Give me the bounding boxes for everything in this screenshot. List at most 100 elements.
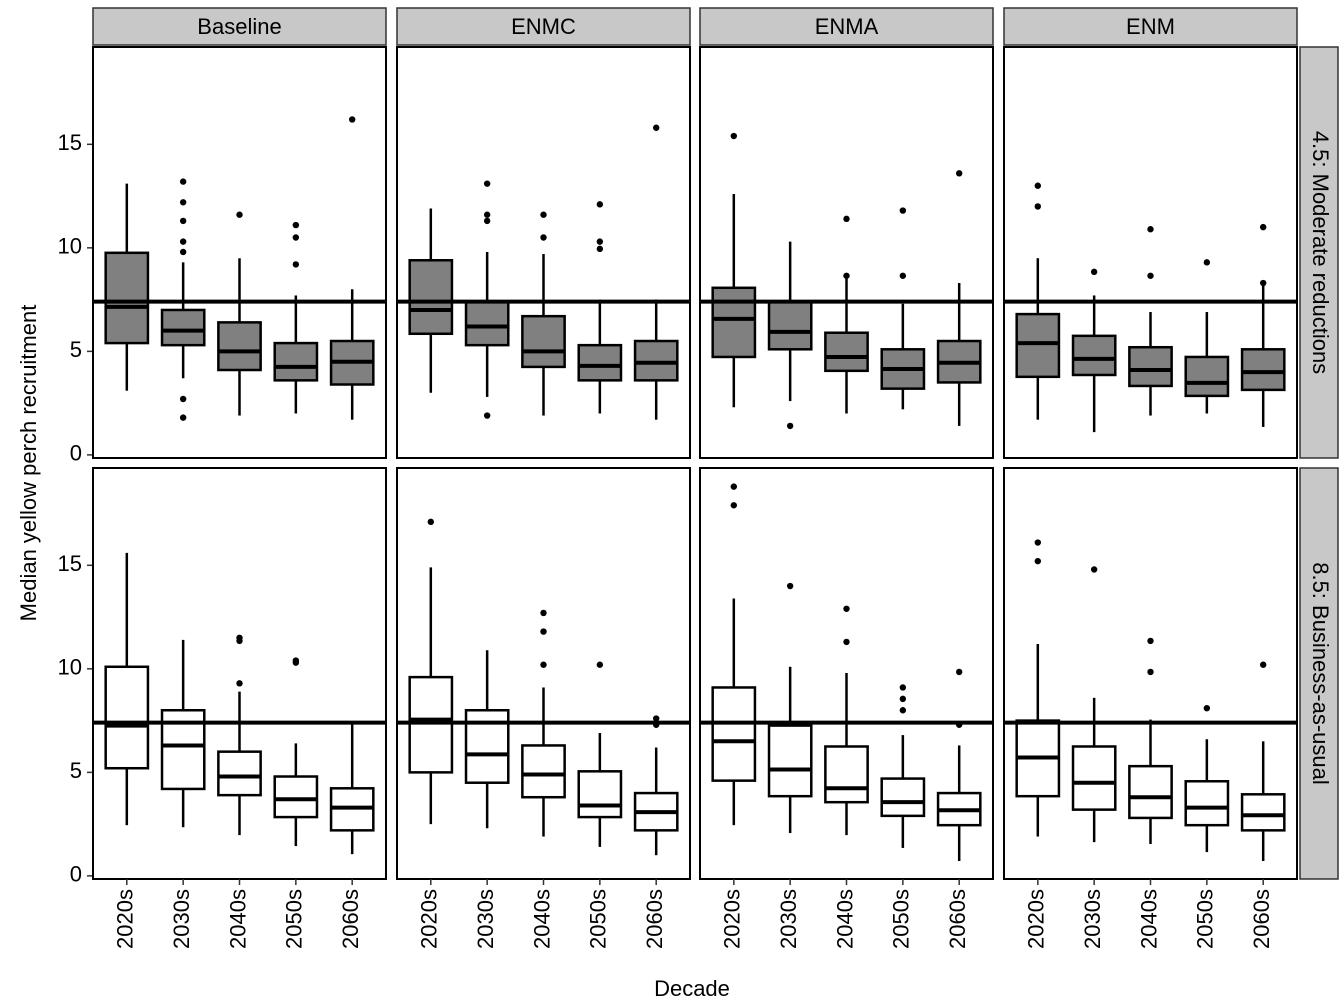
- box: [160, 308, 206, 347]
- outlier: [730, 502, 738, 509]
- box: [711, 686, 757, 782]
- box: [217, 750, 262, 797]
- box: [1240, 348, 1286, 392]
- outlier: [236, 211, 243, 218]
- outlier: [179, 248, 187, 256]
- panel-border: [396, 46, 691, 459]
- box: [577, 343, 623, 382]
- strip-label: ENMC: [511, 14, 576, 39]
- box: [1184, 355, 1230, 398]
- outlier: [899, 684, 907, 691]
- outlier: [540, 234, 547, 241]
- x-tick-label: 2040s: [529, 889, 554, 949]
- outlier: [899, 695, 907, 703]
- outlier: [179, 414, 187, 421]
- box: [767, 300, 813, 351]
- strip: [1299, 46, 1339, 459]
- outlier: [1090, 566, 1098, 573]
- outlier: [427, 518, 435, 526]
- x-tick-label: 2040s: [832, 889, 857, 949]
- outlier: [843, 638, 850, 646]
- box: [273, 775, 319, 819]
- outlier: [1147, 226, 1154, 233]
- outlier: [483, 180, 491, 187]
- x-tick-label: 2030s: [776, 889, 801, 949]
- outlier: [730, 132, 738, 140]
- box: [1184, 780, 1230, 827]
- box: [880, 777, 926, 818]
- y-tick-label: 0: [70, 441, 82, 466]
- strip: [1299, 467, 1339, 880]
- box: [521, 744, 566, 799]
- box: [1071, 334, 1117, 377]
- outlier: [348, 116, 356, 123]
- x-tick-label: 2050s: [586, 889, 611, 949]
- box: [1015, 312, 1061, 379]
- strip: [92, 7, 387, 46]
- outlier: [1203, 704, 1211, 712]
- box: [521, 314, 566, 369]
- outlier: [1034, 203, 1042, 210]
- outlier: [483, 412, 491, 419]
- box: [633, 339, 679, 382]
- box: [824, 745, 869, 804]
- strip-label: ENMA: [815, 14, 879, 39]
- strip-label: ENM: [1126, 14, 1175, 39]
- outlier: [730, 483, 738, 490]
- outlier: [292, 234, 300, 241]
- strip-label: 4.5: Moderate reductions: [1308, 131, 1333, 374]
- strip-label: 8.5: Business-as-usual: [1308, 562, 1333, 785]
- y-tick-label: 10: [58, 234, 82, 259]
- y-tick-label: 15: [58, 551, 82, 576]
- y-tick-label: 15: [58, 130, 82, 155]
- y-axis-title: Median yellow perch recruitment: [16, 305, 41, 622]
- box: [464, 300, 510, 347]
- outlier: [540, 211, 547, 218]
- outlier: [540, 628, 547, 635]
- x-axis-title: Decade: [654, 976, 730, 1001]
- box: [273, 341, 319, 382]
- x-tick-label: 2050s: [1193, 889, 1218, 949]
- x-tick-label: 2030s: [473, 889, 498, 949]
- box: [408, 675, 454, 774]
- y-tick-label: 5: [70, 337, 82, 362]
- outlier: [843, 272, 850, 279]
- y-tick-label: 0: [70, 862, 82, 887]
- x-tick-label: 2020s: [720, 889, 745, 949]
- panel-border: [1003, 46, 1298, 459]
- outlier: [843, 215, 850, 223]
- outlier: [596, 238, 604, 245]
- outlier: [899, 272, 907, 279]
- box: [1240, 793, 1286, 832]
- y-tick-label: 10: [58, 655, 82, 680]
- strip: [396, 7, 691, 46]
- outlier: [483, 217, 491, 225]
- x-tick-label: 2030s: [1080, 889, 1105, 949]
- x-tick-label: 2060s: [642, 889, 667, 949]
- outlier: [179, 199, 187, 206]
- outlier: [955, 170, 963, 177]
- box: [104, 251, 150, 345]
- outlier: [1259, 223, 1267, 231]
- outlier: [1259, 279, 1267, 287]
- outlier: [540, 661, 547, 668]
- x-tick-label: 2050s: [889, 889, 914, 949]
- outlier: [652, 715, 660, 722]
- box: [1128, 345, 1173, 388]
- x-tick-label: 2040s: [225, 889, 250, 949]
- outlier: [1147, 637, 1154, 645]
- outlier: [596, 245, 604, 253]
- outlier: [179, 395, 187, 403]
- outlier: [596, 661, 604, 668]
- outlier: [179, 178, 187, 185]
- box: [408, 259, 454, 336]
- outlier: [1203, 259, 1211, 266]
- box: [767, 724, 813, 798]
- outlier: [786, 422, 794, 430]
- outlier: [292, 221, 300, 229]
- outlier: [1259, 661, 1267, 668]
- outlier: [1147, 272, 1154, 279]
- box: [824, 331, 869, 373]
